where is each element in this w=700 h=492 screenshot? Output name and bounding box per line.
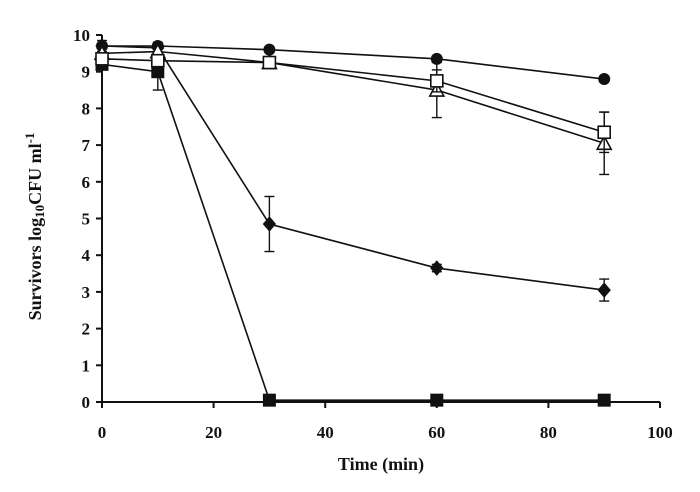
x-tick-label: 60 [428, 423, 445, 442]
open-square-marker [262, 55, 277, 70]
filled-diamond-marker [597, 282, 611, 298]
axes: 0 20 40 60 80 100 0 1 2 3 4 5 6 7 8 9 10 [73, 26, 673, 442]
y-axis-title: Survivors log10CFU ml-1 [22, 133, 47, 321]
open-square-marker [151, 53, 165, 68]
y-tick-label: 7 [82, 136, 91, 155]
y-tick-label: 5 [82, 210, 91, 229]
y-axis-title-sub: 10 [32, 205, 47, 218]
x-tick-label: 0 [98, 423, 107, 442]
series-line [101, 63, 605, 401]
y-tick-label: 6 [82, 173, 91, 192]
series-line [101, 45, 605, 291]
filled-circle-marker [598, 73, 611, 86]
y-axis-title-mid: CFU ml [25, 143, 45, 205]
x-tick-label: 100 [647, 423, 673, 442]
series-open-triangle [93, 42, 613, 176]
x-axis-title: Time (min) [338, 454, 424, 475]
filled-diamond-marker [430, 260, 444, 276]
series-filled-square [95, 52, 611, 407]
filled-diamond-marker [262, 216, 277, 232]
x-tick-label: 80 [540, 423, 557, 442]
y-tick-label: 0 [82, 393, 91, 412]
y-tick-label: 10 [73, 26, 90, 45]
open-square-marker [95, 52, 109, 66]
series-line [102, 45, 605, 80]
y-tick-label: 4 [82, 246, 91, 265]
y-tick-label: 8 [82, 99, 91, 118]
y-axis-title-base: Survivors log [25, 218, 45, 321]
x-tick-label: 40 [317, 423, 334, 442]
filled-square-marker [597, 393, 611, 407]
series-filled-diamond [95, 38, 611, 302]
y-tick-label: 9 [82, 63, 91, 82]
y-tick-label: 1 [82, 356, 91, 375]
x-tick-label: 20 [205, 423, 222, 442]
filled-square-marker [430, 393, 444, 407]
series-open-square [95, 52, 612, 154]
series-layer [93, 38, 613, 407]
filled-square-marker [151, 65, 165, 79]
filled-square-marker [262, 393, 276, 407]
open-square-marker [597, 125, 612, 140]
y-tick-label: 3 [82, 283, 91, 302]
series-filled-circle [96, 40, 611, 86]
filled-circle-marker [263, 43, 276, 56]
y-tick-label: 2 [82, 320, 91, 339]
open-square-marker [429, 74, 444, 88]
y-axis-title-sup: -1 [22, 133, 37, 144]
